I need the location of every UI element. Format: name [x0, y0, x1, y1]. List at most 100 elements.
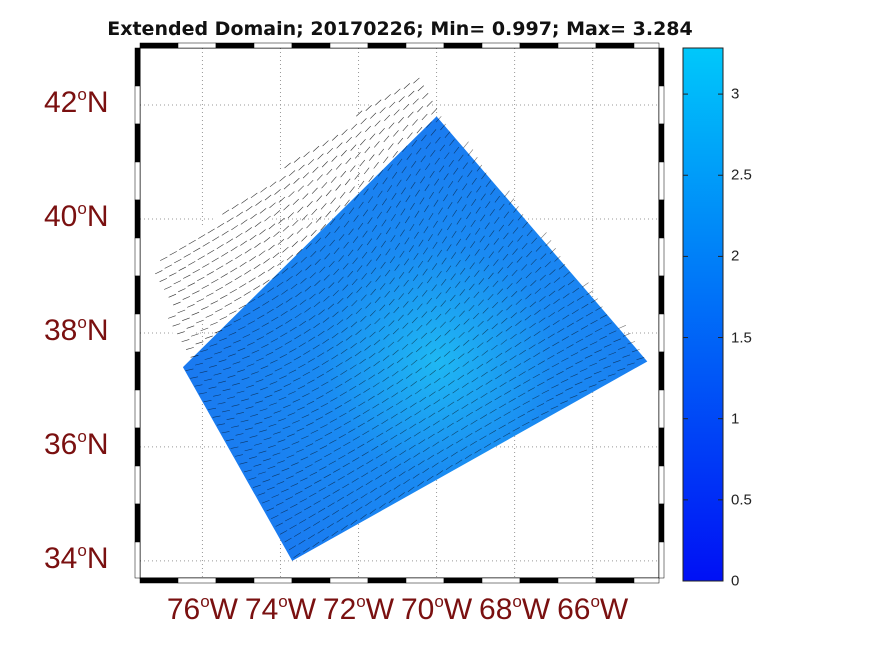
current-vector — [371, 445, 379, 451]
current-vector — [273, 410, 282, 414]
current-vector — [357, 422, 365, 428]
current-vector — [296, 227, 303, 234]
current-vector — [432, 420, 440, 426]
current-vector — [441, 436, 449, 442]
current-vector — [403, 83, 411, 89]
current-vector — [489, 209, 495, 216]
current-vector — [410, 381, 418, 387]
current-vector — [453, 345, 460, 352]
current-vector — [353, 393, 361, 399]
current-vector — [419, 218, 424, 226]
current-vector — [257, 314, 265, 320]
current-vector — [342, 284, 349, 291]
current-vector — [334, 405, 343, 410]
current-vector — [543, 325, 551, 331]
current-vector — [173, 301, 181, 306]
current-vector — [310, 450, 318, 455]
current-vector — [551, 363, 560, 368]
current-vector — [523, 379, 531, 384]
current-vector — [503, 411, 511, 416]
current-vector — [442, 414, 450, 420]
current-vector — [555, 392, 564, 397]
current-vector — [267, 266, 275, 272]
current-vector — [267, 486, 275, 491]
current-vector — [244, 448, 253, 452]
current-vector — [213, 372, 222, 376]
current-vector — [426, 297, 433, 305]
current-vector — [392, 328, 400, 335]
current-vector — [296, 448, 304, 453]
current-vector — [417, 481, 425, 487]
current-vector — [389, 455, 397, 461]
current-vector — [256, 336, 265, 341]
current-vector — [248, 477, 257, 481]
current-vector — [268, 423, 277, 427]
frame-segment — [329, 42, 369, 49]
current-vector — [382, 376, 390, 382]
current-vector — [371, 225, 378, 232]
current-vector — [434, 356, 441, 363]
current-vector — [349, 364, 357, 370]
current-vector — [343, 441, 351, 447]
frame-segment — [519, 577, 559, 584]
current-vector — [461, 204, 467, 212]
current-vector — [528, 344, 536, 350]
current-vector — [541, 411, 549, 415]
current-vector — [513, 206, 519, 213]
current-vector — [423, 425, 431, 431]
current-vector — [306, 422, 314, 426]
current-vector — [311, 208, 318, 215]
current-vector — [469, 283, 475, 291]
current-vector — [389, 101, 396, 108]
current-vector — [598, 378, 607, 382]
current-vector — [390, 413, 398, 419]
current-vector — [288, 391, 296, 395]
current-vector — [388, 320, 395, 327]
current-vector — [567, 279, 575, 286]
current-vector — [194, 384, 203, 387]
current-vector — [342, 263, 349, 270]
frame-segment — [177, 577, 217, 584]
current-vector — [352, 436, 360, 441]
current-vector — [260, 386, 268, 391]
current-vector — [244, 248, 252, 254]
current-vector — [326, 168, 333, 176]
current-vector — [313, 323, 321, 329]
current-vector — [552, 320, 560, 326]
current-vector — [331, 332, 339, 339]
current-vector — [548, 312, 556, 318]
current-vector — [349, 186, 355, 193]
current-vector — [595, 306, 603, 311]
current-vector — [255, 379, 264, 383]
frame-segment — [443, 577, 483, 584]
current-vector — [355, 307, 362, 315]
current-vector — [457, 175, 463, 183]
current-vector — [400, 208, 406, 216]
current-vector — [268, 244, 275, 251]
current-vector — [366, 238, 373, 246]
current-vector — [282, 425, 291, 430]
current-vector — [423, 404, 431, 410]
current-vector — [590, 298, 598, 304]
current-vector — [477, 342, 484, 348]
current-vector — [545, 240, 552, 247]
current-vector — [272, 473, 280, 477]
current-vector — [360, 493, 368, 499]
current-vector — [553, 277, 561, 283]
current-vector — [258, 271, 266, 277]
current-vector — [557, 306, 565, 312]
current-vector — [240, 440, 248, 444]
current-vector — [263, 258, 270, 264]
current-vector — [508, 198, 515, 205]
current-vector — [413, 431, 421, 437]
current-vector — [539, 274, 546, 281]
current-vector — [155, 270, 163, 275]
current-vector — [239, 283, 247, 288]
current-vector — [236, 390, 245, 394]
current-vector — [247, 320, 256, 325]
current-vector — [475, 406, 483, 412]
current-vector — [415, 168, 421, 176]
current-vector — [268, 444, 276, 448]
current-vector — [384, 94, 391, 100]
current-vector — [410, 181, 416, 189]
